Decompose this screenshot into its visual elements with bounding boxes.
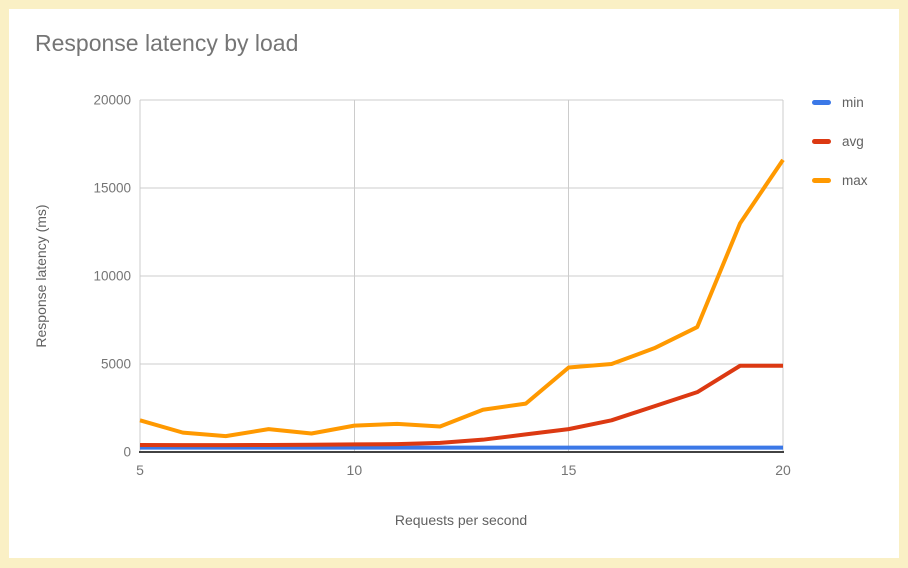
chart-title: Response latency by load (35, 30, 299, 56)
svg-text:15000: 15000 (93, 181, 131, 196)
svg-text:5000: 5000 (101, 357, 131, 372)
series-line-max (139, 158, 785, 439)
y-tick-labels: 0 5000 10000 15000 20000 (93, 93, 131, 460)
svg-text:0: 0 (123, 445, 131, 460)
legend-swatch-max (812, 177, 831, 183)
legend-label-avg: avg (842, 133, 864, 149)
gridlines (139, 99, 784, 453)
chart-legend: min avg max (812, 93, 892, 210)
chart-card: Response latency by load Response latenc… (9, 9, 899, 558)
legend-item-max[interactable]: max (812, 171, 892, 189)
series-line-avg (139, 363, 783, 448)
legend-item-avg[interactable]: avg (812, 132, 892, 150)
legend-label-min: min (842, 94, 864, 110)
svg-text:5: 5 (136, 462, 144, 478)
svg-text:20: 20 (775, 462, 791, 478)
legend-swatch-min (812, 99, 831, 105)
svg-text:15: 15 (561, 462, 577, 478)
x-tick-labels: 5 10 15 20 (136, 462, 791, 478)
chart-plot-area[interactable]: 0 5000 10000 15000 20000 5 10 15 20 (60, 88, 800, 488)
legend-label-max: max (842, 172, 868, 188)
svg-text:10: 10 (347, 462, 363, 478)
svg-text:20000: 20000 (93, 93, 131, 108)
x-axis-title: Requests per second (394, 512, 528, 528)
legend-swatch-avg (812, 138, 831, 144)
y-axis-title: Response latency (ms) (33, 204, 49, 348)
legend-item-min[interactable]: min (812, 93, 892, 111)
svg-text:10000: 10000 (93, 269, 131, 284)
